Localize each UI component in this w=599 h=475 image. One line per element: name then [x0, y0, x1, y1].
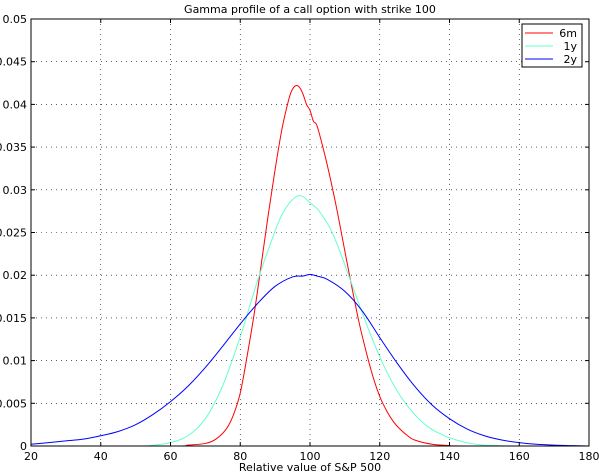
- x-tick-label: 100: [300, 450, 321, 463]
- y-tick-label: 0.05: [3, 13, 28, 26]
- y-tick-label: 0.045: [0, 56, 27, 69]
- y-tick-label: 0: [20, 440, 27, 453]
- legend-label-2y: 2y: [563, 53, 577, 66]
- legend-label-6m: 6m: [559, 27, 577, 40]
- legend-label-1y: 1y: [563, 40, 577, 53]
- x-axis-label: Relative value of S&P 500: [239, 461, 381, 474]
- x-tick-label: 180: [579, 450, 599, 463]
- y-tick-label: 0.04: [3, 98, 28, 111]
- y-tick-label: 0.015: [0, 312, 27, 325]
- y-tick-label: 0.005: [0, 397, 27, 410]
- y-tick-label: 0.01: [3, 355, 28, 368]
- x-tick-label: 140: [439, 450, 460, 463]
- series-line-6m: [30, 85, 589, 447]
- series-line-2y: [30, 273, 590, 447]
- x-tick-label: 80: [233, 450, 247, 463]
- x-tick-label: 120: [369, 450, 390, 463]
- y-tick-label: 0.025: [0, 227, 27, 240]
- x-tick-label: 160: [509, 450, 530, 463]
- y-tick-label: 0.03: [3, 184, 28, 197]
- axis-ticks: 20 40 60 80 100 120 140 160 180 0 0.005 0.01 0.015 0.…: [0, 13, 599, 463]
- series-line-1y: [30, 195, 589, 447]
- x-tick-label: 60: [164, 450, 178, 463]
- chart-title: Gamma profile of a call option with stri…: [184, 3, 436, 16]
- grid-lines: [31, 19, 589, 446]
- y-tick-label: 0.035: [0, 141, 27, 154]
- x-tick-label: 20: [24, 450, 38, 463]
- x-tick-label: 40: [94, 450, 108, 463]
- series-lines: [30, 85, 590, 447]
- y-tick-label: 0.02: [3, 269, 28, 282]
